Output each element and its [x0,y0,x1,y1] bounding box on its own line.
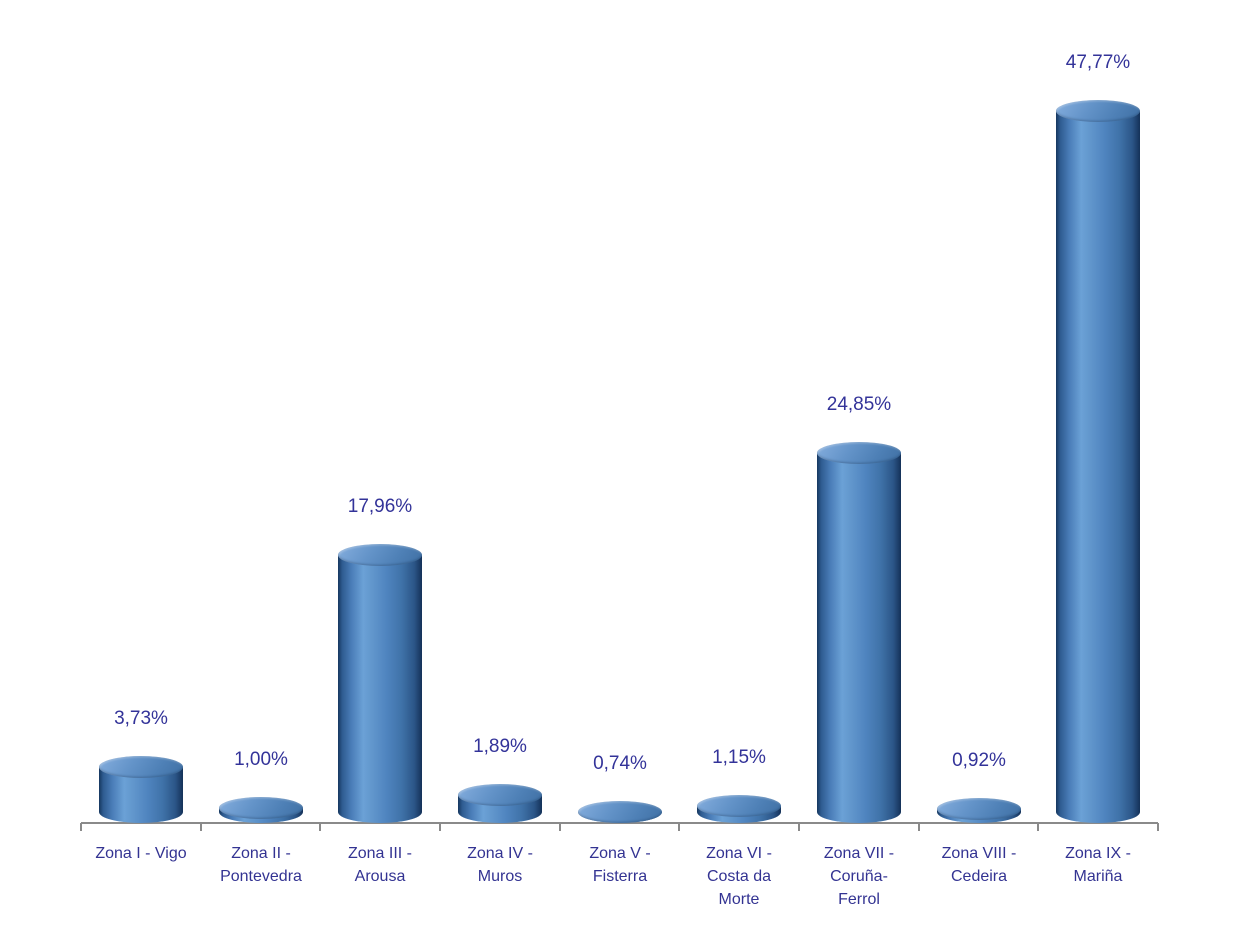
x-axis-tick [558,823,561,831]
category-label: Zona IX - Mariña [1065,845,1131,885]
x-axis-tick [1157,823,1159,831]
bar-body [817,453,901,823]
x-axis-tick [80,823,82,831]
bar-top-ellipse [338,544,422,566]
category-label: Zona V - Fisterra [589,845,651,885]
bar-top-ellipse [458,784,542,806]
x-axis-tick [678,823,681,831]
bar-9 [1056,100,1140,823]
category-label: Zona II - Pontevedra [220,845,302,885]
x-axis-tick [1037,823,1040,831]
x-axis-line [81,822,1158,824]
value-label: 3,73% [114,708,168,729]
value-label: 1,00% [234,749,288,770]
value-label: 1,15% [712,747,766,768]
bar-top-ellipse [578,801,662,823]
bar-body [1056,111,1140,823]
category-label: Zona VI - Costa da Morte [706,845,772,908]
bar-body [338,555,422,823]
category-label: Zona I - Vigo [95,845,187,862]
x-axis-tick [319,823,322,831]
bar-top-ellipse [1056,100,1140,122]
value-label: 1,89% [473,736,527,757]
category-label: Zona VIII - Cedeira [941,845,1017,885]
value-label: 24,85% [826,394,892,415]
bar-top-ellipse [937,798,1021,820]
x-axis-tick [199,823,202,831]
value-label: 47,77% [1065,52,1131,73]
bar-top-ellipse [817,442,901,464]
bar-3 [338,544,422,823]
bar-top-ellipse [697,795,781,817]
bar-4 [458,784,542,823]
bar-5 [578,801,662,823]
value-label: 17,96% [347,496,413,517]
category-label: Zona IV - Muros [467,845,533,885]
x-axis-tick [917,823,920,831]
bar-2 [219,797,303,823]
bar-6 [697,795,781,823]
bar-1 [99,756,183,823]
value-label: 0,74% [593,753,647,774]
x-axis-tick [439,823,441,831]
value-label: 0,92% [952,750,1006,771]
category-label: Zona III - Arousa [347,845,413,885]
x-axis-tick [798,823,800,831]
bar-8 [937,798,1021,823]
category-label: Zona VII - Coruña- Ferrol [823,845,895,908]
bar-top-ellipse [99,756,183,778]
bar-7 [817,442,901,823]
bar-top-ellipse [219,797,303,819]
